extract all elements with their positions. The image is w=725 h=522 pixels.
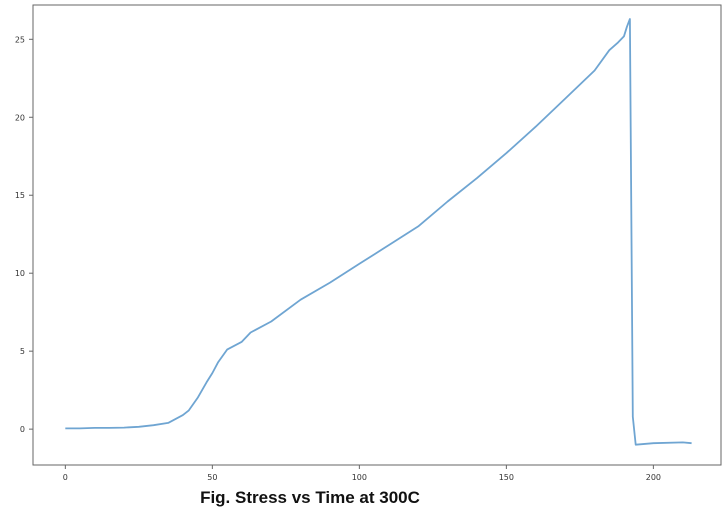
x-tick-label: 200 xyxy=(646,473,661,482)
y-tick-label: 10 xyxy=(15,269,25,278)
stress-series-line xyxy=(65,18,692,446)
plot-frame xyxy=(32,4,722,466)
x-axis-ticks: 0 50 100 150 200 xyxy=(63,465,661,482)
figure-caption: Fig. Stress vs Time at 300C xyxy=(200,488,420,507)
x-tick-label: 0 xyxy=(63,473,68,482)
y-tick-label: 5 xyxy=(20,347,25,356)
y-tick-label: 25 xyxy=(15,35,25,44)
x-tick-label: 50 xyxy=(207,473,217,482)
y-tick-label: 0 xyxy=(20,425,25,434)
y-tick-label: 20 xyxy=(15,113,25,122)
y-axis-ticks: 0 5 10 15 20 25 xyxy=(15,35,33,434)
x-tick-label: 100 xyxy=(352,473,367,482)
x-tick-label: 150 xyxy=(499,473,514,482)
series-layer xyxy=(65,18,692,446)
y-tick-label: 15 xyxy=(15,191,25,200)
